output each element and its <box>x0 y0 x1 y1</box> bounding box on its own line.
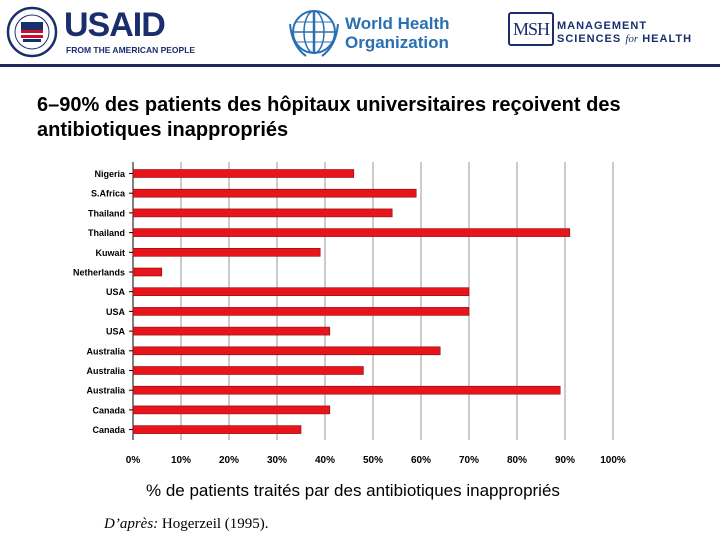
bar <box>132 307 470 316</box>
bar <box>132 228 571 237</box>
category-label: Thailand <box>88 208 125 218</box>
x-tick-label: 30% <box>267 455 287 466</box>
category-label: Canada <box>92 425 126 435</box>
x-tick-label: 60% <box>411 455 431 466</box>
x-tick-label: 40% <box>315 455 335 466</box>
usaid-seal-icon <box>6 6 58 58</box>
category-label: USA <box>106 307 126 317</box>
header-divider <box>0 64 720 67</box>
category-label: Australia <box>86 346 126 356</box>
category-label: USA <box>106 287 126 297</box>
who-emblem-icon <box>289 10 339 57</box>
source-text: Hogerzeil (1995). <box>161 516 269 532</box>
bar <box>132 188 417 198</box>
x-tick-label: 90% <box>555 455 575 466</box>
x-axis-label: % de patients traités par des antibiotiq… <box>146 481 560 500</box>
x-tick-label: 100% <box>600 455 626 466</box>
bar <box>132 425 302 434</box>
msh-mark: MSH <box>508 12 554 46</box>
x-tick-label: 80% <box>507 455 527 466</box>
category-label: Thailand <box>88 228 125 238</box>
x-tick-label: 0% <box>126 455 141 466</box>
bar <box>132 267 163 277</box>
category-label: S.Africa <box>91 189 126 199</box>
usaid-subtitle: FROM THE AMERICAN PEOPLE <box>66 45 196 55</box>
bar <box>132 287 470 297</box>
category-label: Kuwait <box>95 248 125 258</box>
x-tick-label: 20% <box>219 455 239 466</box>
x-tick-label: 50% <box>363 455 383 466</box>
msh-wordmark: MANAGEMENT SCIENCES for HEALTH <box>557 20 693 45</box>
bar <box>132 208 393 218</box>
bar <box>132 385 561 395</box>
category-label: USA <box>106 327 126 337</box>
who-wordmark: World Health Organization <box>345 14 450 52</box>
category-label: Netherlands <box>73 268 125 278</box>
source-citation: D’après: Hogerzeil (1995). <box>104 516 269 533</box>
source-prefix: D’après: <box>104 516 159 532</box>
category-label: Australia <box>86 386 126 396</box>
header-banner: USAID FROM THE AMERICAN PEOPLE World Hea… <box>0 0 720 67</box>
bar <box>132 366 364 375</box>
bar <box>132 405 331 415</box>
bar <box>132 346 441 356</box>
category-label: Nigeria <box>94 169 126 179</box>
usaid-wordmark: USAID <box>64 6 166 44</box>
x-tick-label: 70% <box>459 455 479 466</box>
category-label: Australia <box>86 366 126 376</box>
bar <box>132 248 321 257</box>
bar <box>132 326 331 336</box>
slide-title: 6–90% des patients des hôpitaux universi… <box>37 94 621 141</box>
x-tick-label: 10% <box>171 455 191 466</box>
bar <box>132 169 355 178</box>
category-label: Canada <box>92 405 126 415</box>
